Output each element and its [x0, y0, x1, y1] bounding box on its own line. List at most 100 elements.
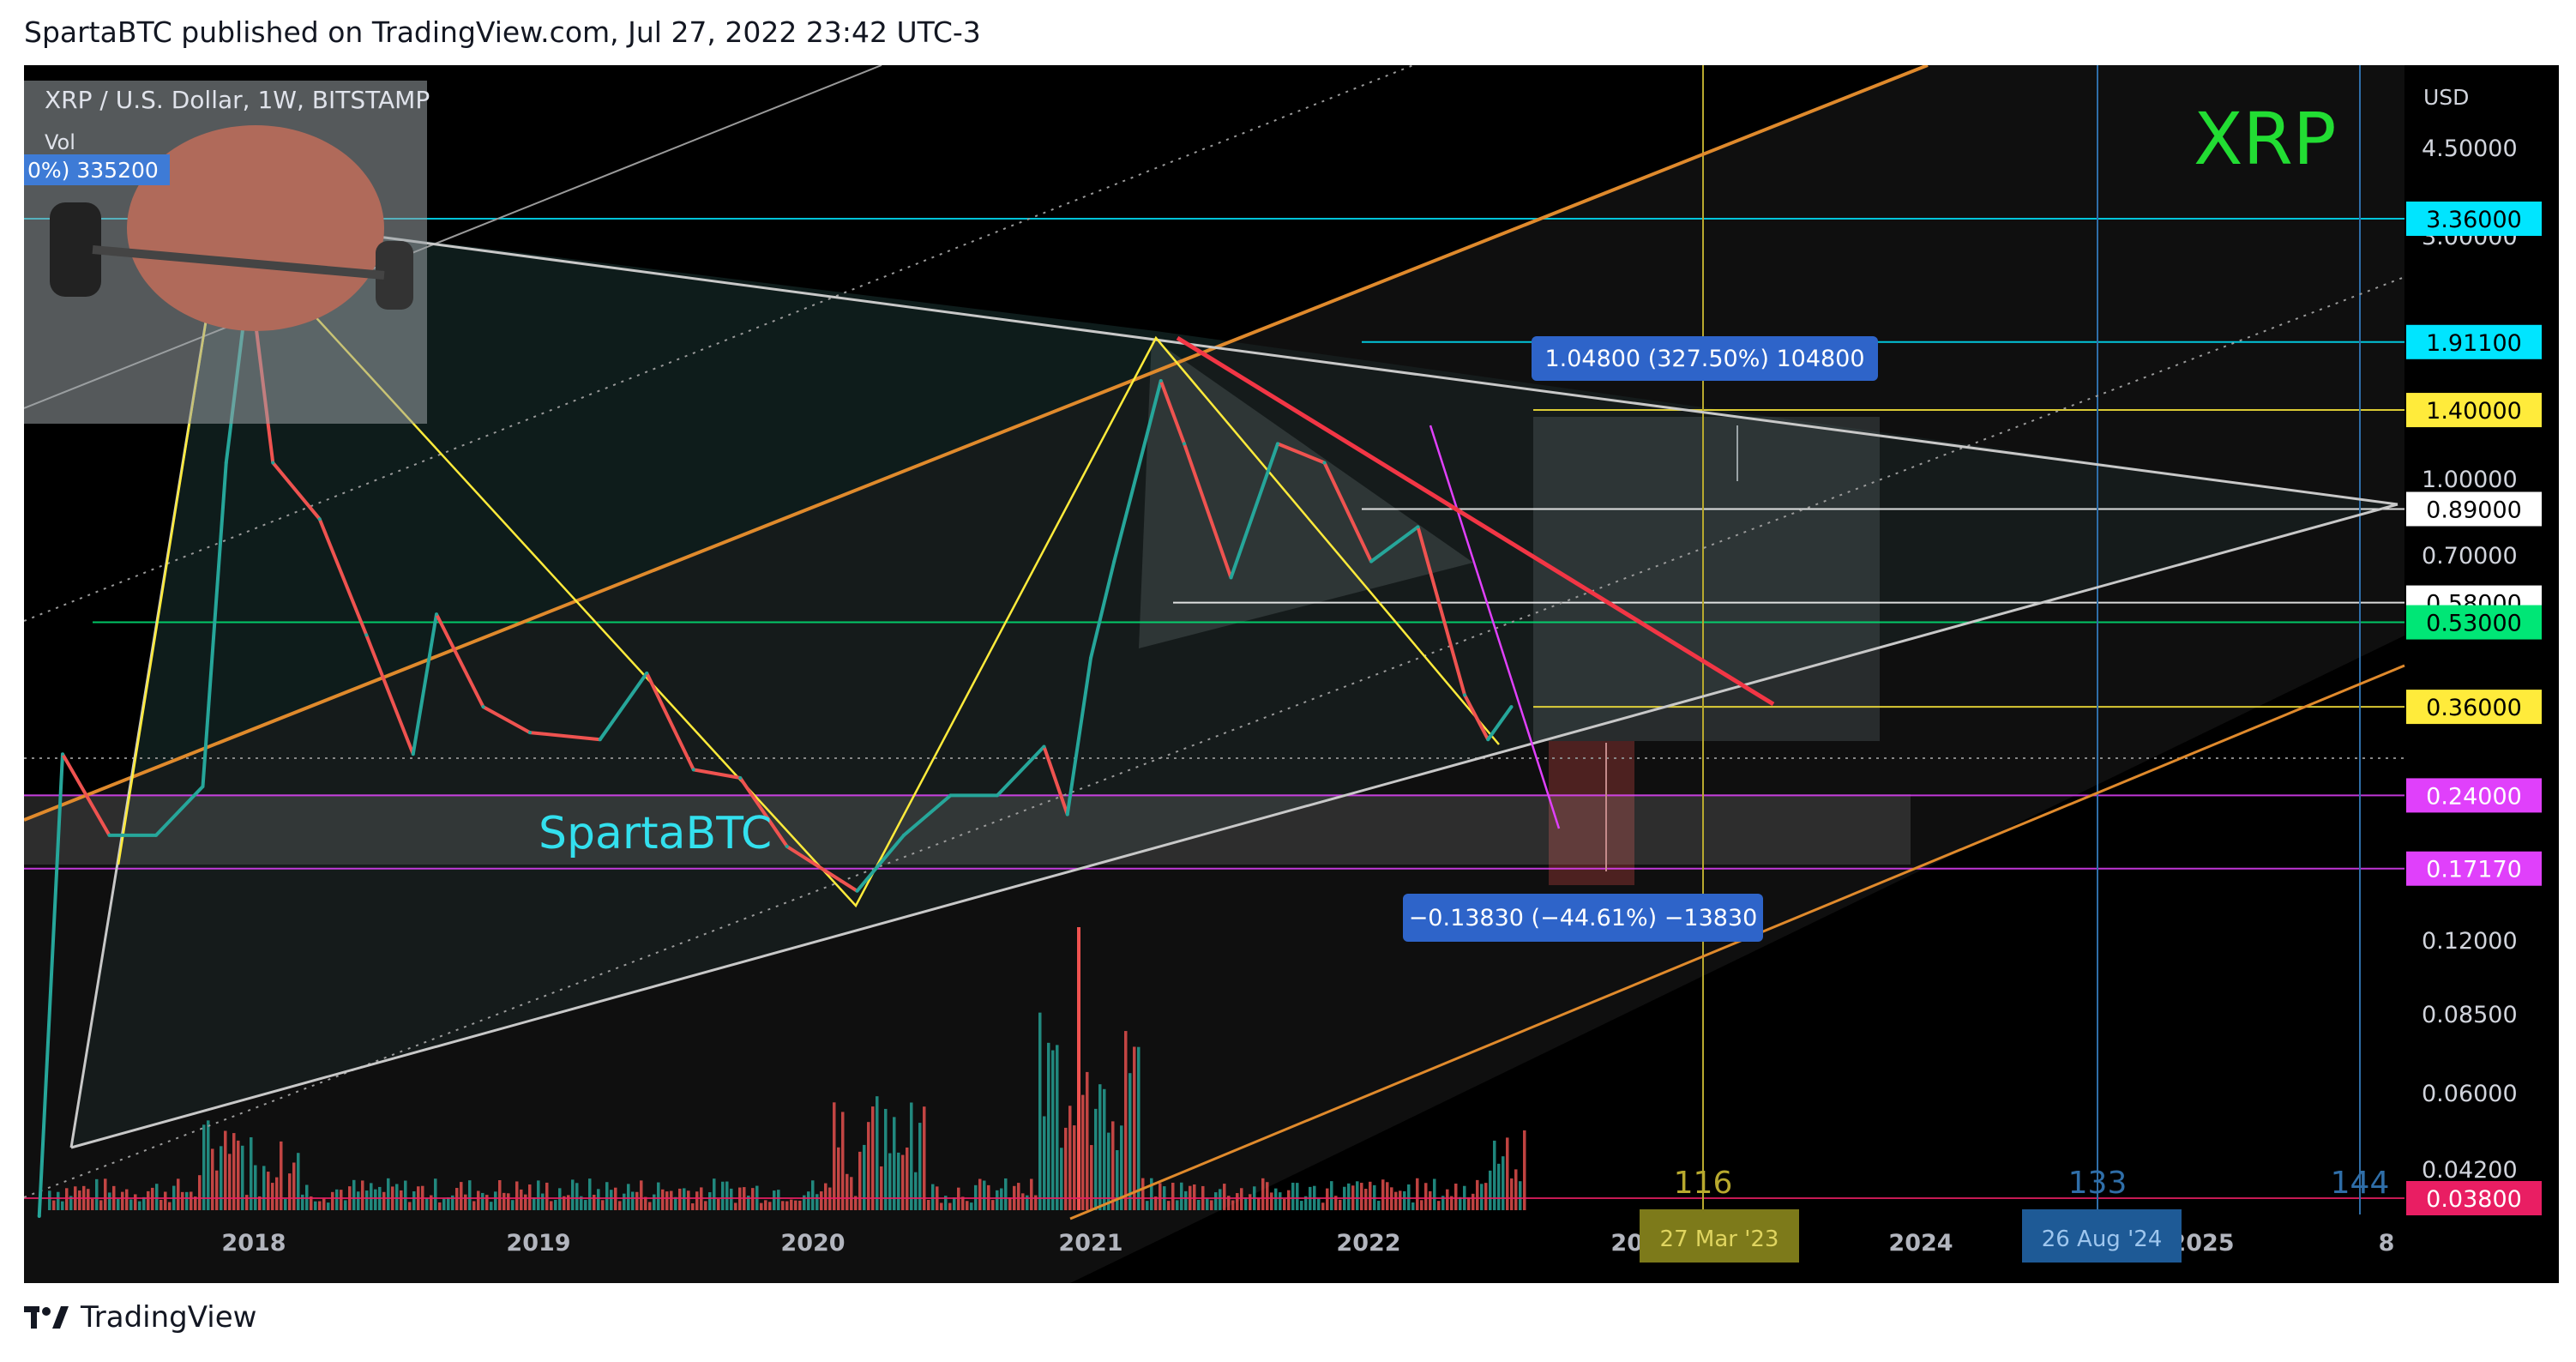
footer-brand: TradingView [81, 1300, 257, 1335]
volume-bar [142, 1196, 146, 1210]
fib-time-number: 116 [1674, 1166, 1733, 1201]
channel-lower-line [1069, 664, 2405, 1220]
price-segment [37, 754, 64, 1217]
price-badge-label: 0.17170 [2426, 857, 2522, 883]
volume-bar [1090, 1145, 1093, 1210]
volume-bar [824, 1183, 828, 1210]
volume-bar [87, 1189, 90, 1210]
volume-bar [678, 1188, 682, 1210]
volume-bar [1261, 1178, 1265, 1210]
volume-bar [1450, 1196, 1454, 1210]
volume-bar [352, 1179, 356, 1210]
price-segment [1229, 443, 1279, 579]
volume-bar [1116, 1150, 1119, 1210]
volume-bar [713, 1178, 716, 1210]
volume-bar [906, 1147, 909, 1210]
price-point [996, 793, 999, 798]
volume-bar [1300, 1201, 1303, 1210]
price-segment [599, 672, 648, 741]
volume-bar [288, 1173, 292, 1210]
volume-bar [897, 1152, 900, 1210]
volume-bar [511, 1200, 515, 1210]
volume-bar [554, 1199, 557, 1210]
price-chart[interactable]: 1.04800 (327.50%) 104800 −0.13830 (−44.61… [24, 65, 2559, 1283]
tradingview-logo-icon [24, 1306, 69, 1329]
volume-bar [202, 1124, 206, 1210]
price-badge [2406, 605, 2542, 640]
price-badge-label: 0.53000 [2426, 611, 2522, 637]
volume-bar [464, 1194, 467, 1210]
volume-bar [138, 1201, 141, 1210]
price-segment [1416, 526, 1466, 696]
price-point [154, 833, 158, 837]
dumbbell-bar [92, 245, 385, 280]
volume-bar [1111, 1121, 1115, 1210]
volume-bar [430, 1195, 433, 1210]
volume-bar [1184, 1190, 1188, 1210]
long-annotation: 1.04800 (327.50%) 104800 [1532, 336, 1878, 381]
price-segment [1089, 561, 1116, 659]
volume-bar [370, 1183, 373, 1210]
volume-bar [1497, 1163, 1501, 1210]
volume-bar [944, 1196, 948, 1210]
price-point [481, 705, 485, 709]
volume-bar [1510, 1178, 1514, 1210]
volume-bar [190, 1191, 193, 1210]
volume-bar [477, 1190, 480, 1210]
short-annotation-text: −0.13830 (−44.61%) −13830 [1409, 905, 1758, 931]
volume-bar [751, 1188, 755, 1210]
support-zone [24, 794, 1911, 865]
price-segment [435, 613, 485, 708]
volume-bar [395, 1184, 399, 1210]
volume-bar [1124, 1031, 1128, 1210]
price-point [691, 768, 695, 772]
volume-bar [280, 1141, 283, 1210]
volume-bar [198, 1175, 202, 1210]
price-segment [1463, 694, 1490, 741]
volume-bar [155, 1184, 159, 1210]
volume-bar [567, 1195, 570, 1210]
volume-bar [78, 1190, 81, 1210]
volume-bar [978, 1178, 982, 1210]
volume-bar [1159, 1183, 1162, 1210]
time-tick-label: 2019 [506, 1230, 570, 1257]
volume-bar [1068, 1106, 1072, 1210]
volume-bar [721, 1181, 725, 1210]
volume-bar [1197, 1199, 1201, 1210]
volume-bar [99, 1200, 103, 1210]
volume-bar [220, 1146, 223, 1210]
volume-bar [794, 1200, 797, 1210]
volume-bar [1227, 1196, 1231, 1210]
volume-bar [1129, 1073, 1132, 1210]
dumbbell-weight-right [376, 241, 413, 310]
volume-bar [773, 1190, 776, 1210]
volume-bar [777, 1190, 780, 1210]
volume-bar [425, 1197, 429, 1210]
volume-bar [665, 1191, 669, 1210]
volume-bar [181, 1191, 184, 1210]
price-point [645, 671, 649, 675]
volume-bar [893, 1117, 896, 1210]
volume-bar [1249, 1194, 1252, 1210]
volume-bar [880, 1166, 883, 1210]
price-badge-label: 0.36000 [2426, 695, 2522, 721]
volume-bar [129, 1199, 133, 1210]
volume-bar [61, 1201, 64, 1210]
volume-bar [275, 1177, 279, 1210]
volume-bar [224, 1130, 227, 1210]
volume-bar [1296, 1183, 1299, 1210]
price-point [1229, 576, 1233, 580]
channel-upper-line [24, 65, 1929, 822]
price-segment [271, 461, 322, 521]
volume-bar [1098, 1084, 1102, 1210]
volume-bar [807, 1191, 810, 1210]
volume-bar [918, 1123, 922, 1210]
volume-bar [1214, 1192, 1218, 1210]
volume-bar [438, 1202, 442, 1210]
volume-bar [910, 1102, 913, 1210]
volume-bar [1107, 1132, 1110, 1210]
volume-bar [558, 1188, 562, 1210]
brain-shape [127, 125, 384, 331]
volume-bar [1317, 1198, 1321, 1210]
price-point [1112, 559, 1116, 563]
